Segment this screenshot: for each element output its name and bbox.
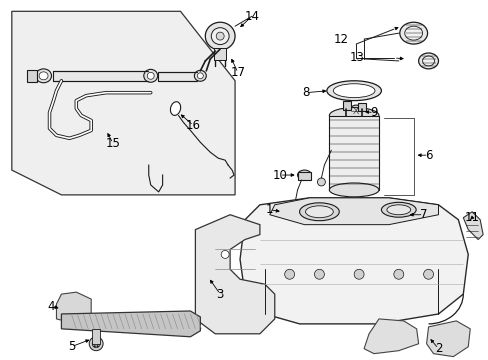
Circle shape xyxy=(393,269,403,279)
Ellipse shape xyxy=(328,108,378,123)
Bar xyxy=(297,172,311,180)
Ellipse shape xyxy=(143,69,157,82)
Ellipse shape xyxy=(349,105,361,116)
Text: 4: 4 xyxy=(48,300,55,312)
Text: 15: 15 xyxy=(105,137,120,150)
Polygon shape xyxy=(240,198,468,324)
Ellipse shape xyxy=(36,69,51,83)
Bar xyxy=(343,100,350,109)
Ellipse shape xyxy=(399,22,427,44)
Ellipse shape xyxy=(328,183,378,197)
Circle shape xyxy=(97,346,98,347)
Circle shape xyxy=(353,269,364,279)
Text: 14: 14 xyxy=(244,10,259,23)
Text: 5: 5 xyxy=(67,340,75,353)
Ellipse shape xyxy=(194,70,206,81)
Circle shape xyxy=(92,340,100,348)
Ellipse shape xyxy=(317,178,325,186)
Circle shape xyxy=(97,341,98,342)
Ellipse shape xyxy=(404,26,422,40)
Bar xyxy=(357,103,366,111)
Text: 12: 12 xyxy=(333,33,348,46)
Circle shape xyxy=(89,337,103,351)
Ellipse shape xyxy=(418,53,438,69)
Polygon shape xyxy=(61,311,200,337)
Text: 3: 3 xyxy=(216,288,224,301)
Text: 17: 17 xyxy=(230,66,245,79)
Ellipse shape xyxy=(383,209,403,216)
Ellipse shape xyxy=(216,32,224,40)
Ellipse shape xyxy=(211,28,229,45)
Polygon shape xyxy=(462,212,482,239)
Ellipse shape xyxy=(422,56,434,66)
Ellipse shape xyxy=(205,22,235,50)
Text: 11: 11 xyxy=(464,211,479,224)
Polygon shape xyxy=(12,11,235,195)
Bar xyxy=(157,72,197,81)
Ellipse shape xyxy=(299,203,339,221)
Text: 6: 6 xyxy=(424,149,431,162)
Bar xyxy=(214,48,225,60)
Bar xyxy=(92,329,100,344)
Circle shape xyxy=(423,269,433,279)
Bar xyxy=(53,71,147,81)
Circle shape xyxy=(284,269,294,279)
Ellipse shape xyxy=(297,170,311,180)
Text: 7: 7 xyxy=(419,208,427,221)
Circle shape xyxy=(314,269,324,279)
Text: 10: 10 xyxy=(272,168,286,181)
Circle shape xyxy=(93,343,94,344)
Circle shape xyxy=(99,343,100,344)
Polygon shape xyxy=(364,319,418,354)
Circle shape xyxy=(94,346,95,347)
Polygon shape xyxy=(195,215,274,334)
Ellipse shape xyxy=(147,72,154,79)
Text: 9: 9 xyxy=(369,106,377,119)
Polygon shape xyxy=(426,321,469,357)
Polygon shape xyxy=(56,292,91,324)
Ellipse shape xyxy=(305,206,333,218)
Ellipse shape xyxy=(326,81,381,100)
Bar xyxy=(27,70,37,82)
Ellipse shape xyxy=(381,202,415,217)
Ellipse shape xyxy=(333,84,374,98)
Ellipse shape xyxy=(39,72,48,80)
Circle shape xyxy=(94,341,95,342)
Text: 8: 8 xyxy=(301,86,308,99)
Text: 16: 16 xyxy=(185,119,201,132)
Text: 1: 1 xyxy=(265,203,273,216)
Circle shape xyxy=(221,251,229,258)
Text: 2: 2 xyxy=(434,342,441,355)
Ellipse shape xyxy=(197,73,203,79)
Ellipse shape xyxy=(386,205,410,215)
Text: 13: 13 xyxy=(349,51,364,64)
Ellipse shape xyxy=(170,102,180,116)
Ellipse shape xyxy=(378,207,408,219)
Bar xyxy=(328,116,378,190)
Polygon shape xyxy=(269,198,438,225)
